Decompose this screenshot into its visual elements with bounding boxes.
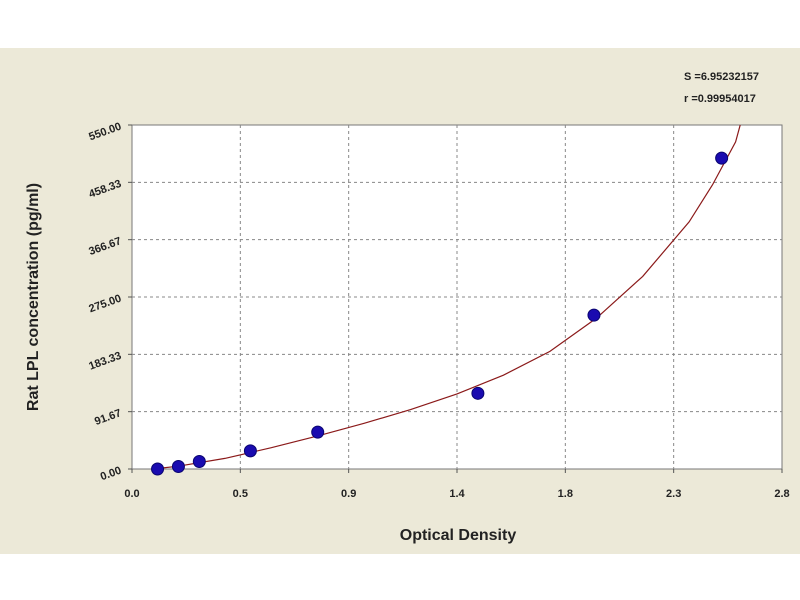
stat-r: r =0.99954017 bbox=[684, 93, 756, 105]
x-tick-label: 0.9 bbox=[341, 488, 356, 500]
data-point bbox=[715, 151, 729, 165]
data-point bbox=[587, 308, 601, 322]
y-tick-label: 91.67 bbox=[93, 407, 123, 428]
x-tick-label: 2.3 bbox=[666, 488, 681, 500]
data-point bbox=[171, 459, 185, 473]
data-point bbox=[471, 386, 485, 400]
data-point bbox=[192, 454, 206, 468]
x-axis-title: Optical Density bbox=[400, 527, 517, 544]
x-tick-label: 0.0 bbox=[124, 488, 139, 500]
x-tick-label: 0.5 bbox=[233, 488, 248, 500]
x-tick-label: 2.8 bbox=[774, 488, 789, 500]
x-tick-labels: 0.0 0.5 0.9 1.4 1.8 2.3 2.8 bbox=[124, 488, 789, 500]
y-axis-title: Rat LPL concentration (pg/ml) bbox=[25, 183, 42, 411]
y-tick-labels: 0.00 91.67 183.33 275.00 366.67 458.33 550.00 bbox=[87, 121, 123, 484]
x-tick-label: 1.4 bbox=[449, 488, 465, 500]
x-tick-label: 1.8 bbox=[558, 488, 573, 500]
stat-s: S =6.95232157 bbox=[684, 71, 759, 83]
y-tick-label: 550.00 bbox=[87, 121, 123, 144]
data-point bbox=[151, 462, 165, 476]
data-point bbox=[311, 425, 325, 439]
y-tick-label: 275.00 bbox=[87, 293, 123, 316]
y-tick-label: 458.33 bbox=[87, 178, 123, 201]
y-tick-label: 366.67 bbox=[87, 235, 123, 258]
data-points bbox=[151, 151, 729, 476]
y-tick-label: 0.00 bbox=[99, 465, 123, 484]
data-point bbox=[243, 444, 257, 458]
y-tick-label: 183.33 bbox=[87, 350, 123, 373]
grid bbox=[128, 124, 783, 473]
